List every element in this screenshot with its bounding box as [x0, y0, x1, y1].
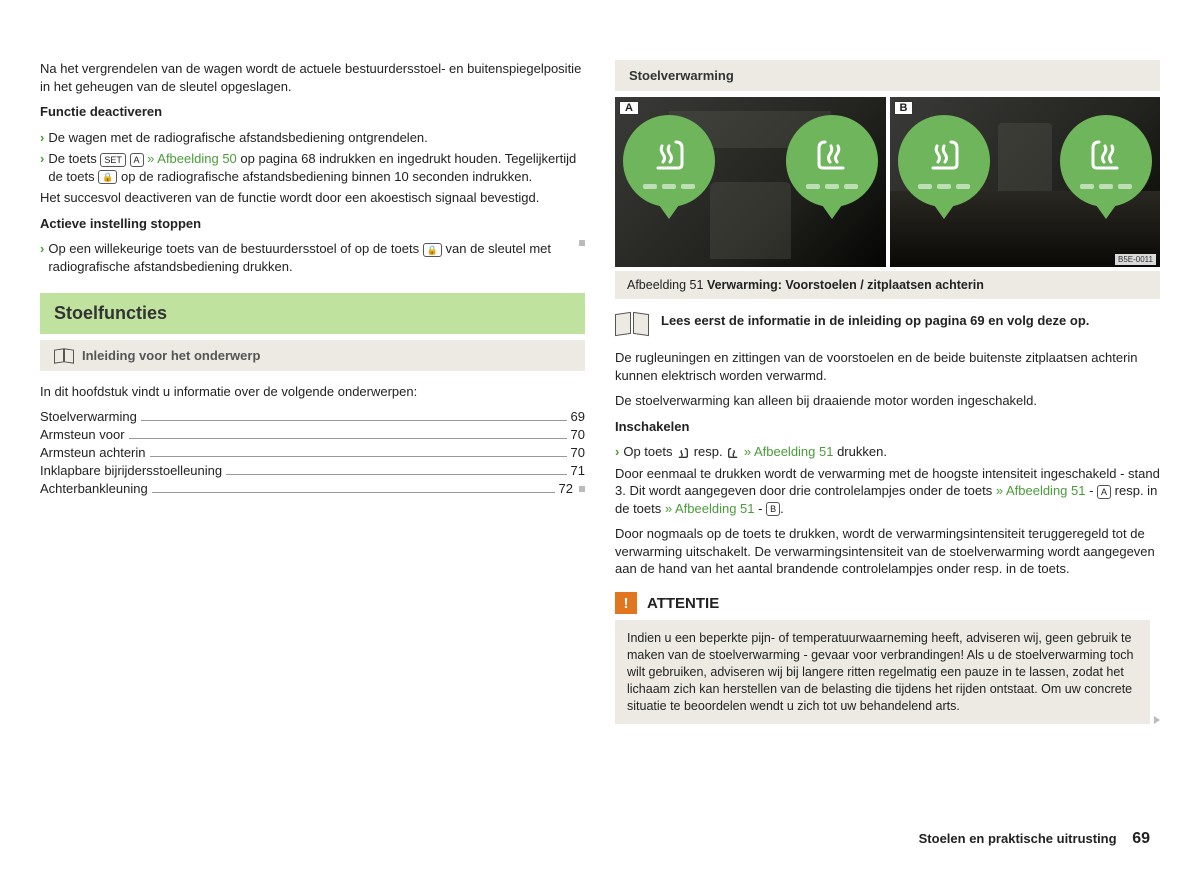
para-1: De rugleuningen en zittingen van de voor… [615, 349, 1160, 384]
book-icon [54, 349, 74, 363]
stop-bullet-1: › Op een willekeurige toets van de bestu… [40, 240, 576, 275]
para-2: De stoelverwarming kan alleen bij draaie… [615, 392, 1160, 410]
stop-b1-text: Op een willekeurige toets van de bestuur… [48, 240, 576, 275]
fig51-link[interactable]: » Afbeelding 51 [740, 444, 833, 459]
intensity-dashes [806, 184, 858, 189]
intensity-dashes [1080, 184, 1132, 189]
deact-result: Het succesvol deactiveren van de functie… [40, 189, 585, 207]
deactivate-heading: Functie deactiveren [40, 103, 585, 121]
lock-icon: 🔒 [423, 243, 442, 257]
book-icon [615, 313, 649, 337]
section-end-icon [579, 486, 585, 492]
seat-heat-bubble [786, 115, 878, 207]
seat-heat-icon [923, 134, 965, 176]
continue-icon [1154, 716, 1160, 724]
left-column: Na het vergrendelen van de wagen wordt d… [40, 60, 585, 800]
intensity-dashes [918, 184, 970, 189]
para-4: Door nogmaals op de toets te drukken, wo… [615, 525, 1160, 578]
seat-heating-title: Stoelverwarming [615, 60, 1160, 91]
b-badge: B [766, 502, 780, 516]
stop-heading: Actieve instelling stoppen [40, 215, 585, 233]
toc-row[interactable]: Armsteun voor 70 [40, 427, 585, 442]
fig51-link[interactable]: » Afbeelding 51 [996, 483, 1086, 498]
figure-code: B5E-0011 [1115, 254, 1156, 265]
figure-caption: Afbeelding 51 Verwarming: Voorstoelen / … [615, 271, 1160, 299]
fig50-link[interactable]: » Afbeelding 50 [144, 151, 237, 166]
toc-row[interactable]: Achterbankleuning 72 [40, 481, 585, 496]
intensity-dashes [643, 184, 695, 189]
read-first-notice: Lees eerst de informatie in de inleiding… [615, 313, 1160, 337]
inschakelen-heading: Inschakelen [615, 418, 1160, 436]
fig51-link[interactable]: » Afbeelding 51 [665, 501, 755, 516]
toc: Stoelverwarming 69 Armsteun voor 70 Arms… [40, 409, 585, 496]
on-bullet: › Op toets resp. » Afbeelding 51 drukken… [615, 443, 1160, 461]
attention-header: ! ATTENTIE [615, 586, 1160, 620]
figure-51: A B [615, 97, 1160, 267]
a-badge: A [130, 153, 144, 167]
seat-heat-bubble [623, 115, 715, 207]
section-title: Stoelfuncties [40, 293, 585, 334]
toc-intro: In dit hoofdstuk vindt u informatie over… [40, 383, 585, 401]
intro-text: Na het vergrendelen van de wagen wordt d… [40, 60, 585, 95]
figure-panel-a: A [615, 97, 886, 267]
figure-panel-b: B B5E-0011 [890, 97, 1161, 267]
right-column: Stoelverwarming A [615, 60, 1160, 800]
chevron-icon: › [40, 150, 44, 185]
lock-icon: 🔒 [98, 170, 117, 184]
subsection-intro: Inleiding voor het onderwerp [40, 340, 585, 371]
deact-b2-text: De toets SET A » Afbeelding 50 op pagina… [48, 150, 585, 185]
a-badge: A [1097, 485, 1111, 499]
para-3: Door eenmaal te drukken wordt de verwarm… [615, 465, 1160, 518]
deact-b1-text: De wagen met de radiografische afstandsb… [48, 129, 427, 147]
page-footer: Stoelen en praktische uitrusting 69 [0, 830, 1200, 848]
seat-heat-bubble [1060, 115, 1152, 207]
attention-body: Indien u een beperkte pijn- of temperatu… [615, 620, 1150, 724]
seat-heat-icon [676, 446, 690, 460]
fig-tag-a: A [619, 101, 639, 115]
toc-row[interactable]: Inklapbare bijrijdersstoelleuning 71 [40, 463, 585, 478]
chevron-icon: › [40, 129, 44, 147]
seat-heat-icon [726, 446, 740, 460]
fig-tag-b: B [894, 101, 914, 115]
toc-row[interactable]: Stoelverwarming 69 [40, 409, 585, 424]
deact-bullet-2: › De toets SET A » Afbeelding 50 op pagi… [40, 150, 585, 185]
set-badge: SET [100, 153, 126, 167]
seat-heat-icon [648, 134, 690, 176]
chevron-icon: › [40, 240, 44, 275]
warning-icon: ! [615, 592, 637, 614]
section-end-icon [579, 240, 585, 246]
deact-bullet-1: › De wagen met de radiografische afstand… [40, 129, 585, 147]
toc-row[interactable]: Armsteun achterin 70 [40, 445, 585, 460]
seat-heat-bubble [898, 115, 990, 207]
seat-heat-icon [1085, 134, 1127, 176]
chevron-icon: › [615, 443, 619, 461]
seat-heat-icon [811, 134, 853, 176]
